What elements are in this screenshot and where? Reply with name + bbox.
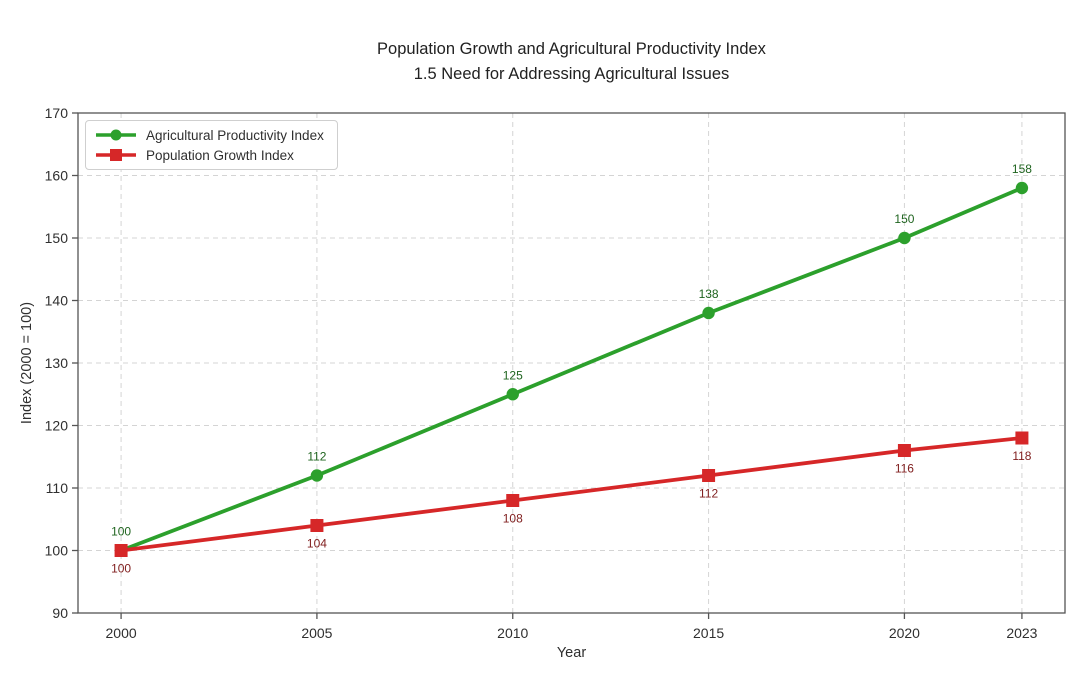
data-point-label: 104 — [307, 537, 327, 551]
y-tick-label: 170 — [45, 105, 69, 121]
legend-square-marker — [110, 149, 122, 161]
data-point-label: 118 — [1012, 449, 1031, 463]
data-point-label: 108 — [503, 512, 523, 526]
data-point-label: 112 — [699, 487, 718, 501]
series-line — [119, 186, 1024, 553]
y-tick-label: 110 — [46, 480, 69, 496]
data-point-circle — [898, 231, 911, 245]
data-point-label: 150 — [894, 212, 914, 226]
y-tick-label: 120 — [45, 418, 69, 434]
data-point-label: 100 — [111, 525, 131, 539]
data-point-square — [506, 494, 520, 507]
chart-title: Population Growth and Agricultural Produ… — [78, 37, 1065, 87]
legend-circle-marker — [110, 129, 122, 141]
legend-label-population-growth: Population Growth Index — [146, 147, 294, 163]
data-point-circle — [310, 469, 324, 482]
y-tick-label: 150 — [45, 230, 69, 246]
y-tick-label: 130 — [45, 355, 69, 371]
y-tick-label: 90 — [52, 605, 68, 621]
data-point-label: 116 — [895, 462, 914, 476]
data-point-square — [114, 544, 128, 557]
data-point-label: 138 — [699, 287, 719, 301]
data-point-square — [310, 519, 324, 532]
data-point-square — [1015, 431, 1029, 445]
y-tick-label: 160 — [45, 168, 69, 184]
x-tick-label: 2015 — [693, 625, 724, 641]
data-point-circle — [1015, 181, 1029, 195]
x-tick-label: 2020 — [889, 625, 920, 641]
data-point-label: 125 — [503, 368, 523, 382]
legend-line-circle-marker-icon — [96, 129, 136, 141]
data-point-circle — [702, 306, 715, 320]
legend: Agricultural Productivity Index Populati… — [85, 120, 338, 170]
data-point-square — [702, 469, 716, 482]
x-axis-label: Year — [556, 645, 587, 661]
x-tick-label: 2000 — [106, 625, 137, 641]
x-tick-label: 2005 — [301, 625, 332, 641]
legend-item-population-growth: Population Growth Index — [95, 147, 324, 163]
y-tick-label: 140 — [45, 293, 69, 309]
data-point-label: 112 — [307, 450, 326, 464]
legend-label-agricultural-productivity: Agricultural Productivity Index — [146, 127, 324, 143]
data-point-label: 100 — [111, 562, 131, 576]
chart-title-line1: Population Growth and Agricultural Produ… — [377, 40, 766, 58]
legend-item-agricultural-productivity: Agricultural Productivity Index — [95, 127, 324, 143]
x-tick-label: 2010 — [497, 625, 528, 641]
data-point-square — [897, 444, 911, 457]
x-tick-label: 2023 — [1006, 625, 1037, 641]
series-line — [119, 436, 1024, 553]
data-point-circle — [506, 388, 519, 401]
legend-line-square-marker-icon — [96, 149, 136, 161]
data-point-label: 158 — [1012, 162, 1032, 176]
y-tick-label: 100 — [45, 543, 69, 559]
y-axis-label: Index (2000 = 100) — [19, 301, 35, 425]
chart-title-line2: 1.5 Need for Addressing Agricultural Iss… — [413, 65, 730, 83]
